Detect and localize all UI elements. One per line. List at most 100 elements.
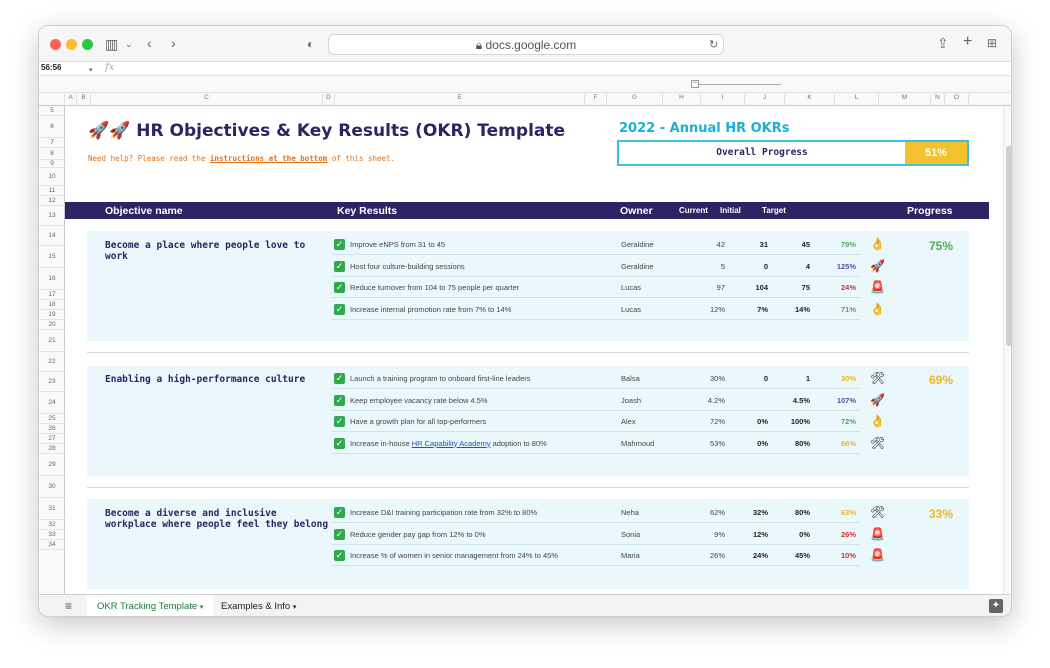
column-header-a[interactable]: A [65, 94, 77, 106]
column-header-o[interactable]: O [945, 94, 969, 106]
row-header-19[interactable]: 19 [39, 310, 65, 320]
objective-name[interactable]: Become a place where people love to work [105, 240, 306, 262]
key-result-text[interactable]: Keep employee vacancy rate below 4.5% [350, 395, 488, 405]
key-result-text[interactable]: Host four culture-building sessions [350, 261, 465, 271]
key-result-text[interactable]: Increase D&I training participation rate… [350, 508, 538, 517]
reload-icon[interactable]: ↻ [709, 39, 719, 51]
row-header-10[interactable]: 10 [39, 168, 65, 186]
new-tab-icon[interactable]: + [963, 33, 973, 50]
back-icon[interactable]: ‹ [147, 35, 152, 51]
column-header-m[interactable]: M [879, 94, 931, 106]
objective-name[interactable]: Become a diverse and inclusive workplace… [105, 508, 329, 530]
row-header-34[interactable]: 34 [39, 540, 65, 550]
minimize-window-button[interactable] [66, 39, 77, 50]
forward-icon[interactable]: › [171, 35, 176, 51]
tab-examples-info[interactable]: Examples & Info ▾ [211, 595, 306, 616]
column-header-n[interactable]: N [931, 94, 945, 106]
column-header-f[interactable]: F [585, 94, 607, 106]
checkbox-icon[interactable]: ✓ [334, 303, 345, 315]
checkbox-icon[interactable]: ✓ [334, 550, 345, 561]
row-header-25[interactable]: 25 [39, 414, 65, 424]
key-result-text[interactable]: Launch a training program to onboard fir… [350, 374, 531, 383]
checkbox-icon[interactable]: ✓ [334, 282, 345, 293]
row-header-20[interactable]: 20 [39, 320, 65, 330]
column-header-e[interactable]: E [335, 94, 585, 106]
row-header-18[interactable]: 18 [39, 300, 65, 310]
checkbox-icon[interactable]: ✓ [334, 373, 345, 384]
row-header-27[interactable]: 27 [39, 434, 65, 444]
row-header-24[interactable]: 24 [39, 392, 65, 414]
key-result-text[interactable]: Improve eNPS from 31 to 45 [350, 240, 446, 249]
column-header-h[interactable]: H [663, 94, 701, 106]
key-result-row[interactable]: ✓ Reduce turnover from 104 to 75 people p… [332, 277, 885, 298]
key-result-row[interactable]: ✓ Increase in-house HR Capability Academy… [332, 433, 885, 454]
row-header-9[interactable]: 9 [39, 160, 65, 168]
shield-icon[interactable]: ◐ [307, 37, 315, 51]
row-header-16[interactable]: 16 [39, 268, 65, 290]
chevron-down-icon[interactable]: ▾ [199, 604, 204, 611]
key-result-text[interactable]: Increase internal promotion rate from 7%… [350, 304, 512, 314]
column-header-b[interactable]: B [77, 94, 91, 106]
row-header-31[interactable]: 31 [39, 498, 65, 520]
chevron-down-icon[interactable]: ▾ [292, 604, 297, 611]
row-header-23[interactable]: 23 [39, 372, 65, 392]
checkbox-icon[interactable]: ✓ [334, 507, 345, 518]
key-result-row[interactable]: ✓ Launch a training program to onboard fi… [332, 368, 885, 389]
column-header-c[interactable]: C [91, 94, 323, 106]
row-header-30[interactable]: 30 [39, 476, 65, 498]
row-header-26[interactable]: 26 [39, 424, 65, 434]
key-result-row[interactable]: ✓ Host four culture-building sessions Gera… [332, 256, 885, 277]
row-header-17[interactable]: 17 [39, 290, 65, 300]
checkbox-icon[interactable]: ✓ [334, 394, 345, 406]
tab-okr-tracking-template[interactable]: OKR Tracking Template ▾ [87, 595, 214, 616]
objective-name[interactable]: Enabling a high-performance culture [105, 374, 306, 385]
column-header-l[interactable]: L [835, 94, 879, 106]
column-header-d[interactable]: D [323, 94, 335, 106]
row-header-14[interactable]: 14 [39, 226, 65, 246]
key-result-text[interactable]: Increase in-house HR Capability Academy … [350, 439, 547, 448]
column-header-g[interactable]: G [607, 94, 663, 106]
column-header-i[interactable]: I [701, 94, 745, 106]
instructions-link[interactable]: instructions at the bottom [209, 154, 328, 163]
row-header-28[interactable]: 28 [39, 444, 65, 454]
row-header-22[interactable]: 22 [39, 352, 65, 372]
row-header-32[interactable]: 32 [39, 520, 65, 530]
checkbox-icon[interactable]: ✓ [334, 437, 345, 449]
checkbox-icon[interactable]: ✓ [334, 239, 345, 250]
checkbox-icon[interactable]: ✓ [334, 528, 345, 540]
key-result-text[interactable]: Have a growth plan for all top-performer… [350, 417, 487, 426]
select-all-corner[interactable] [39, 94, 65, 106]
row-header-21[interactable]: 21 [39, 330, 65, 352]
row-header-29[interactable]: 29 [39, 454, 65, 476]
key-result-row[interactable]: ✓ Improve eNPS from 31 to 45 Geraldine 42 31… [332, 234, 885, 255]
key-result-row[interactable]: ✓ Increase internal promotion rate from 7… [332, 299, 885, 320]
row-header-15[interactable]: 15 [39, 246, 65, 268]
key-result-text[interactable]: Increase % of women in senior management… [350, 551, 559, 560]
share-icon[interactable]: ⇪ [937, 35, 949, 51]
explore-icon[interactable]: ✦ [989, 599, 1003, 613]
key-result-text[interactable]: Reduce turnover from 104 to 75 people pe… [350, 283, 520, 292]
tab-overview-icon[interactable]: ⊞ [987, 36, 998, 50]
close-window-button[interactable] [50, 39, 61, 50]
row-header-8[interactable]: 8 [39, 148, 65, 160]
hr-capability-academy-link[interactable]: HR Capability Academy [411, 438, 491, 448]
scrollbar-thumb[interactable] [1006, 146, 1011, 346]
checkbox-icon[interactable]: ✓ [334, 416, 345, 427]
sidebar-icon[interactable]: ▥ [105, 36, 119, 52]
row-header-11[interactable]: 11 [39, 186, 65, 196]
checkbox-icon[interactable]: ✓ [334, 260, 345, 272]
row-header-33[interactable]: 33 [39, 530, 65, 540]
row-header-7[interactable]: 7 [39, 138, 65, 148]
group-collapse-icon[interactable]: − [691, 80, 699, 88]
all-sheets-menu-icon[interactable]: ≡ [65, 599, 73, 613]
address-bar[interactable]: 🔒︎ docs.google.com ↻ [328, 34, 724, 55]
key-result-row[interactable]: ✓ Increase D&I training participation rat… [332, 502, 885, 523]
column-header-k[interactable]: K [785, 94, 835, 106]
key-result-row[interactable]: ✓ Reduce gender pay gap from 12% to 0% Son… [332, 524, 885, 545]
row-header-6[interactable]: 6 [39, 116, 65, 138]
chevron-down-icon[interactable]: ⌄ [125, 39, 133, 49]
key-result-row[interactable]: ✓ Have a growth plan for all top-performe… [332, 411, 885, 432]
key-result-row[interactable]: ✓ Keep employee vacancy rate below 4.5% Jo… [332, 390, 885, 411]
row-header-5[interactable]: 5 [39, 106, 65, 116]
column-header-j[interactable]: J [745, 94, 785, 106]
